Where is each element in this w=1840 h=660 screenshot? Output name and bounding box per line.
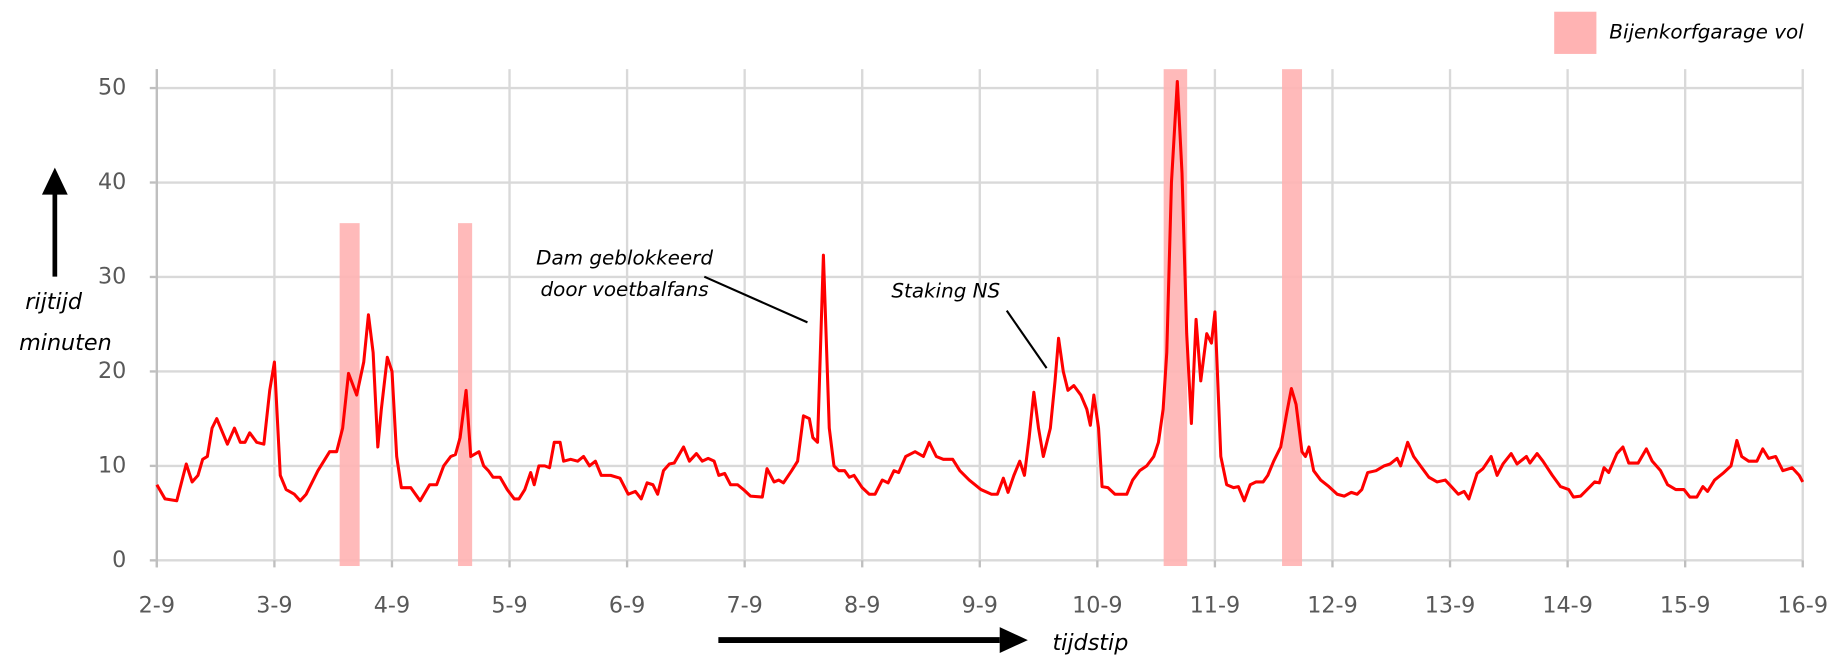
x-tick-label: 2-9 <box>139 593 175 619</box>
x-tick-label: 12-9 <box>1307 593 1358 619</box>
x-axis-label: tijdstip <box>1052 630 1128 656</box>
y-tick-label: 20 <box>98 358 126 384</box>
x-tick-label: 14-9 <box>1542 593 1593 619</box>
y-tick-label: 30 <box>98 263 126 289</box>
highlight-band <box>339 223 360 567</box>
y-tick-label: 40 <box>98 169 126 195</box>
y-axis-label: rijtijd <box>25 289 83 315</box>
y-tick-label: 50 <box>98 75 126 101</box>
annotation-text: Staking NS <box>891 279 1000 302</box>
axis-arrows <box>41 167 1028 653</box>
annotation-text: door voetbalfans <box>541 278 709 301</box>
highlight-band <box>1282 69 1303 567</box>
x-tick-label: 6-9 <box>609 593 645 619</box>
x-tick-label: 13-9 <box>1425 593 1476 619</box>
x-tick-label: 9-9 <box>962 593 998 619</box>
x-tick-label: 8-9 <box>844 593 880 619</box>
x-tick-label: 3-9 <box>256 593 292 619</box>
y-tick-label: 10 <box>98 452 126 478</box>
x-tick-label: 10-9 <box>1072 593 1123 619</box>
data-line <box>155 79 1805 503</box>
x-tick-label: 16-9 <box>1777 593 1828 619</box>
annotation-line <box>703 275 808 324</box>
legend-label: Bijenkorfgarage vol <box>1609 20 1804 43</box>
y-tick-label: 0 <box>112 547 126 573</box>
annotation-line <box>1005 310 1048 369</box>
x-tick-label: 7-9 <box>726 593 762 619</box>
y-axis-label: minuten <box>19 330 112 356</box>
x-tick-label: 5-9 <box>491 593 527 619</box>
annotation-text: Dam geblokkeerd <box>536 247 713 270</box>
legend-swatch <box>1554 11 1597 54</box>
x-tick-label: 11-9 <box>1190 593 1241 619</box>
x-tick-label: 15-9 <box>1660 593 1711 619</box>
x-tick-label: 4-9 <box>374 593 410 619</box>
